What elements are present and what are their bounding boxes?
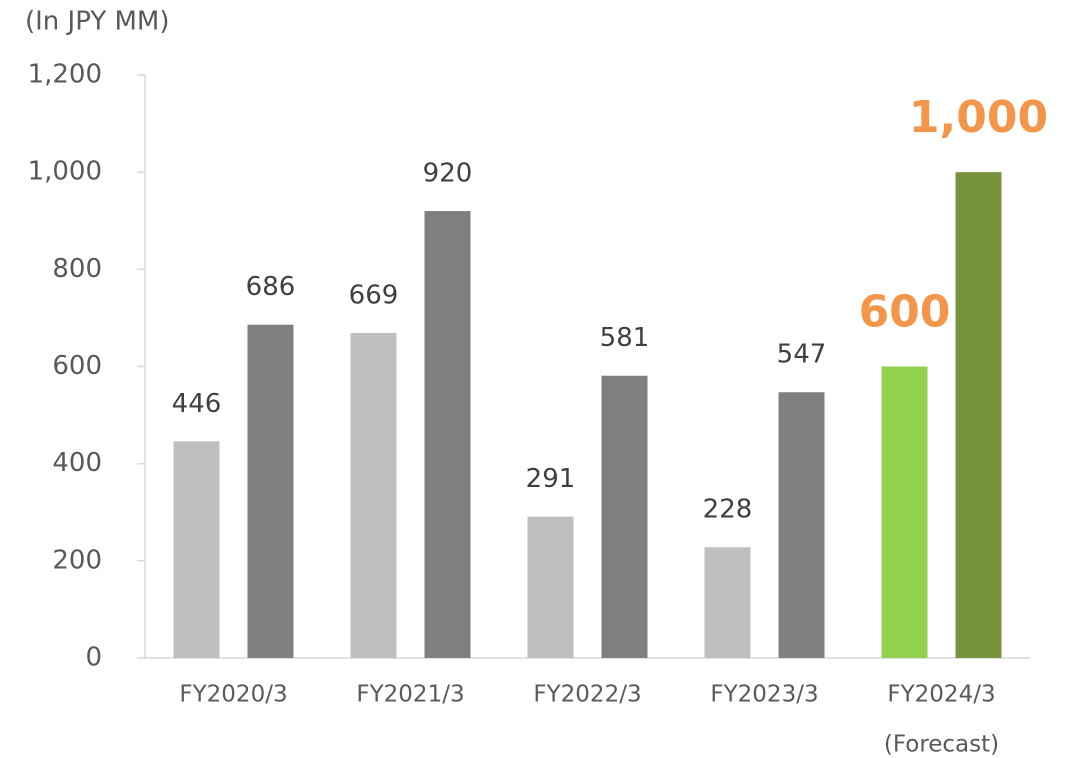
x-tick-label: FY2023/3 bbox=[710, 682, 818, 708]
y-tick-label: 200 bbox=[52, 545, 102, 575]
x-tick-label: FY2021/3 bbox=[356, 682, 464, 708]
value-label: 446 bbox=[172, 389, 222, 419]
value-label: 669 bbox=[349, 280, 399, 310]
y-tick-label: 1,200 bbox=[28, 60, 102, 90]
bar bbox=[704, 547, 751, 658]
x-tick-label: FY2022/3 bbox=[533, 682, 641, 708]
y-tick-label: 400 bbox=[52, 448, 102, 478]
y-tick-label: 0 bbox=[85, 643, 102, 673]
y-tick-label: 1,000 bbox=[28, 157, 102, 187]
value-label: 228 bbox=[703, 495, 753, 525]
x-tick-label: FY2020/3 bbox=[179, 682, 287, 708]
bar bbox=[955, 172, 1002, 658]
unit-label: (In JPY MM) bbox=[25, 7, 170, 37]
bar bbox=[778, 392, 825, 658]
value-label: 686 bbox=[246, 272, 296, 302]
value-label: 1,000 bbox=[909, 92, 1048, 143]
y-tick-label: 600 bbox=[52, 351, 102, 381]
category-note: (Forecast) bbox=[884, 732, 999, 758]
y-tick-label: 800 bbox=[52, 254, 102, 284]
value-label: 581 bbox=[600, 323, 650, 353]
bar bbox=[881, 366, 928, 658]
bar bbox=[424, 211, 471, 659]
value-label: 547 bbox=[777, 340, 827, 370]
bar bbox=[527, 516, 574, 658]
value-label: 291 bbox=[526, 464, 576, 494]
bar bbox=[173, 441, 220, 658]
bar bbox=[350, 332, 397, 658]
value-label: 920 bbox=[423, 159, 473, 189]
x-tick-label: FY2024/3 bbox=[887, 682, 995, 708]
bar bbox=[601, 375, 648, 658]
value-label: 600 bbox=[859, 287, 951, 338]
bar bbox=[247, 324, 294, 658]
